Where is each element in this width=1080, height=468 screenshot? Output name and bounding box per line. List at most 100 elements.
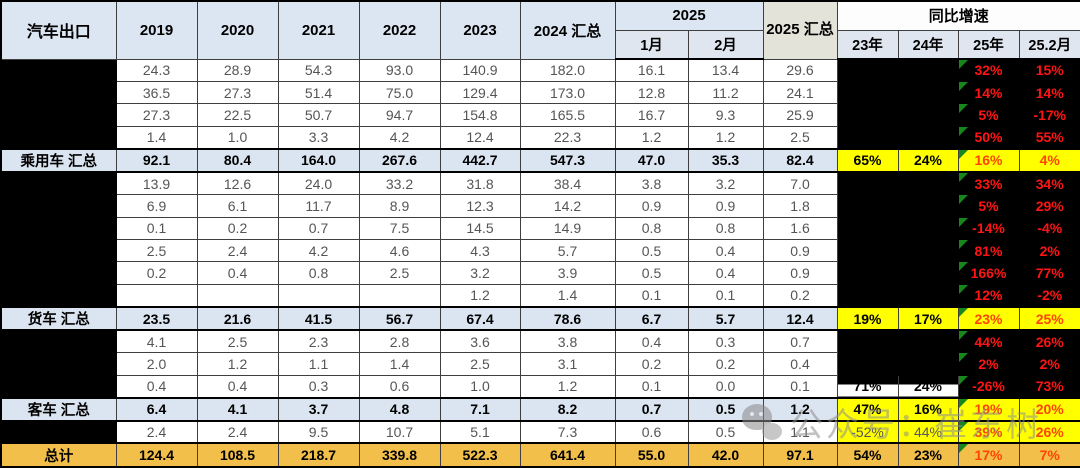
value-cell: 1.0 [439,374,521,399]
table-header: 汽车出口 2019 2020 2021 2022 2023 2024 汇总 20… [0,0,1080,60]
row-label-redacted [0,283,117,308]
growth-cell: 47% [836,396,899,423]
value-cell: 0.1 [687,283,764,308]
growth-cell [897,103,959,127]
value-cell: 1.4 [358,352,441,376]
row-label-redacted [0,216,117,241]
row-label-redacted [0,374,117,399]
value-cell: 28.9 [196,58,279,82]
growth-cell [836,171,899,196]
table-body: 24.3 28.9 54.3 93.0 140.9 182.0 16.1 13.4 29.6 32… [0,58,1080,468]
value-cell: 24.3 [115,58,198,82]
growth-cell: 32% [957,58,1020,82]
table-row: 乘用车 汇总 92.1 80.4 164.0 267.6 442.7 547.3 47.0 35… [0,147,1080,174]
value-cell: 173.0 [519,80,616,105]
growth-cell: 2% [957,352,1020,376]
row-label-redacted [0,352,117,376]
growth-cell: 5% [957,194,1020,218]
table-row: 2.5 2.4 4.2 4.6 4.3 5.7 0.5 0.4 0.9 81% 2% [0,239,1080,263]
growth-cell: 39% [957,420,1020,444]
value-cell: 24.0 [277,171,360,196]
growth-cell: 71% [836,374,899,399]
value-cell: 0.0 [687,374,764,399]
value-cell: 2.8 [358,329,441,354]
value-cell: 1.2 [439,283,521,308]
row-label-redacted [0,171,117,196]
value-cell: 4.2 [358,125,441,150]
value-cell: 0.2 [687,352,764,376]
value-cell: 2.5 [358,261,441,285]
value-cell: 14.2 [519,194,616,218]
table-row: 13.9 12.6 24.0 33.2 31.8 38.4 3.8 3.2 7.0 33% 34% [0,171,1080,196]
value-cell: 97.1 [762,442,838,468]
value-cell: 4.3 [439,239,521,263]
value-cell: 0.5 [614,261,689,285]
value-cell: 3.1 [519,352,616,376]
growth-cell: 16% [957,147,1020,174]
value-cell: 4.1 [115,329,198,354]
growth-cell: 17% [957,442,1020,468]
table-row: 1.2 1.4 0.1 0.1 0.2 12% -2% [0,283,1080,308]
col-header-growth-252: 25.2月 [1018,29,1080,60]
value-cell: 0.1 [115,216,198,241]
table-row: 24.3 28.9 54.3 93.0 140.9 182.0 16.1 13.4 29.6 32… [0,58,1080,82]
value-cell: 27.3 [115,103,198,127]
growth-cell [897,58,959,82]
growth-cell: 26% [1018,420,1080,444]
value-cell: 1.0 [196,125,279,150]
value-cell: 1.2 [519,374,616,399]
value-cell: 13.4 [687,58,764,82]
value-cell: 21.6 [196,305,279,332]
value-cell: 1.2 [762,396,838,423]
value-cell: 82.4 [762,147,838,174]
value-cell: 4.6 [358,239,441,263]
growth-cell: 16% [897,396,959,423]
value-cell: 5.7 [687,305,764,332]
growth-cell: 2% [1018,352,1080,376]
value-cell: 0.9 [762,239,838,263]
row-label: 总计 [0,442,117,468]
value-cell: 9.5 [277,420,360,444]
growth-cell: 24% [897,147,959,174]
growth-cell [836,239,899,263]
value-cell: 218.7 [277,442,360,468]
growth-cell: 24% [897,374,959,399]
growth-cell: 34% [1018,171,1080,196]
col-header-jan: 1月 [614,29,689,60]
value-cell: 6.4 [115,396,198,423]
value-cell: 4.1 [196,396,279,423]
growth-cell: 44% [897,420,959,444]
value-cell: 56.7 [358,305,441,332]
value-cell: 1.2 [687,125,764,150]
value-cell: 14.5 [439,216,521,241]
value-cell: 0.5 [687,420,764,444]
value-cell: 0.8 [687,216,764,241]
value-cell: 1.1 [762,420,838,444]
row-label-redacted [0,194,117,218]
growth-cell: 17% [897,305,959,332]
growth-cell: -2% [1018,283,1080,308]
value-cell: 35.3 [687,147,764,174]
value-cell: 339.8 [358,442,441,468]
growth-cell: 77% [1018,261,1080,285]
value-cell: 92.1 [115,147,198,174]
value-cell: 0.9 [687,194,764,218]
value-cell: 50.7 [277,103,360,127]
value-cell: 0.4 [115,374,198,399]
value-cell: 25.9 [762,103,838,127]
growth-cell [897,194,959,218]
growth-cell: 55% [1018,125,1080,150]
value-cell: 0.4 [687,239,764,263]
value-cell: 36.5 [115,80,198,105]
col-header-title: 汽车出口 [0,0,117,60]
value-cell: 2.5 [196,329,279,354]
growth-cell [836,352,899,376]
value-cell: 182.0 [519,58,616,82]
row-label-redacted [0,103,117,127]
value-cell: 12.8 [614,80,689,105]
growth-cell [897,216,959,241]
value-cell: 267.6 [358,147,441,174]
value-cell: 67.4 [439,305,521,332]
value-cell: 38.4 [519,171,616,196]
value-cell: 4.2 [277,239,360,263]
